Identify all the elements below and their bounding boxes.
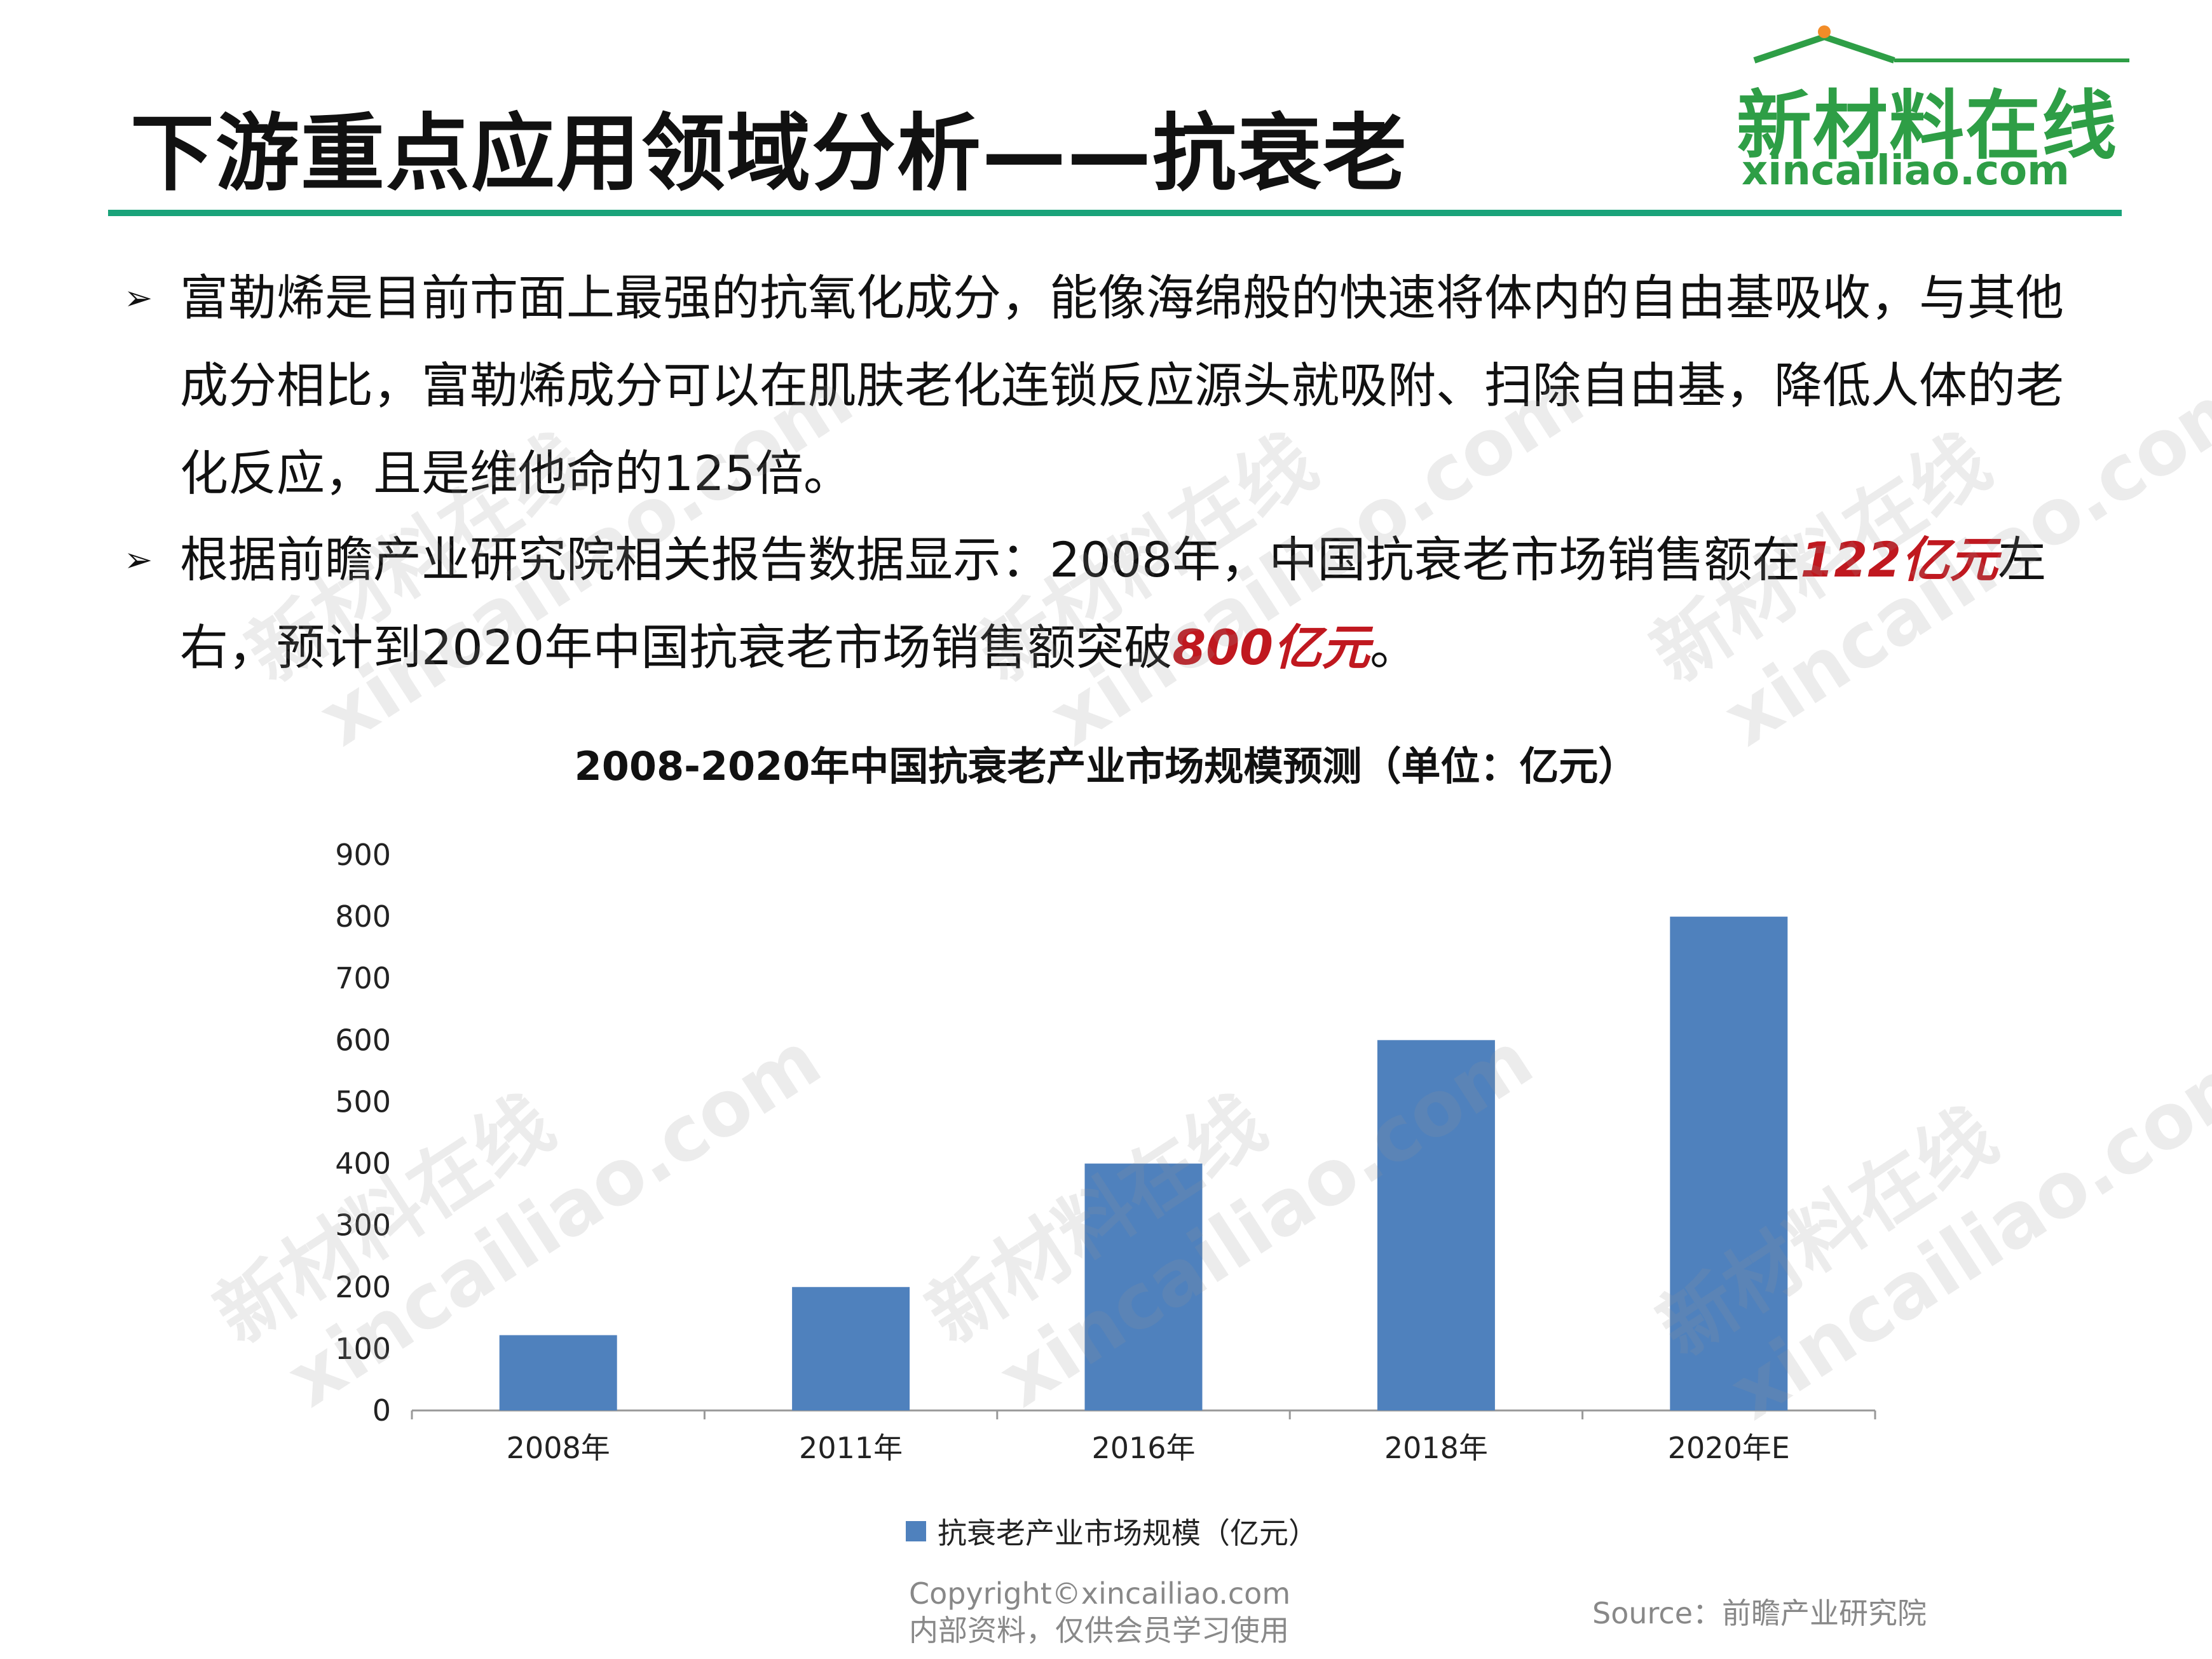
chart-legend: 抗衰老产业市场规模（亿元） bbox=[906, 1510, 1318, 1552]
chart-title: 2008-2020年中国抗衰老产业市场规模预测（单位：亿元） bbox=[574, 743, 1638, 789]
logo-text-en: xincailiao.com bbox=[1742, 147, 2070, 195]
y-tick-label: 800 bbox=[335, 899, 391, 934]
brand-logo: 新材料在线 xincailiao.com bbox=[1729, 25, 2136, 195]
copyright-line-1: Copyright©xincailiao.com bbox=[909, 1576, 1291, 1611]
title-divider bbox=[108, 210, 2122, 216]
page-title: 下游重点应用领域分析——抗衰老 bbox=[130, 105, 1408, 203]
bar bbox=[1377, 1040, 1495, 1410]
bullet-arrow-icon: ➢ bbox=[124, 278, 153, 318]
bar bbox=[1084, 1163, 1203, 1410]
y-tick-label: 700 bbox=[335, 961, 391, 995]
x-tick-label: 2020年E bbox=[1668, 1431, 1790, 1465]
bar bbox=[792, 1287, 910, 1410]
legend-swatch bbox=[906, 1521, 926, 1541]
source-note: Source：前瞻产业研究院 bbox=[1592, 1596, 1927, 1630]
y-tick-label: 900 bbox=[335, 838, 391, 872]
bullet-text: 根据前瞻产业研究院相关报告数据显示：2008年，中国抗衰老市场销售额在122亿元… bbox=[180, 516, 2082, 692]
y-tick-label: 0 bbox=[372, 1393, 391, 1428]
bar bbox=[499, 1335, 617, 1410]
legend-label: 抗衰老产业市场规模（亿元） bbox=[938, 1516, 1318, 1550]
y-tick-label: 400 bbox=[335, 1147, 391, 1181]
x-tick-label: 2016年 bbox=[1091, 1431, 1195, 1465]
highlight-value-2020: 800亿元 bbox=[1172, 619, 1370, 676]
logo-text-cn: 新材料在线 bbox=[1737, 82, 2119, 170]
bar bbox=[1670, 917, 1788, 1410]
bullet-arrow-icon: ➢ bbox=[124, 540, 153, 580]
x-tick-label: 2018年 bbox=[1384, 1431, 1488, 1465]
copyright-line-2: 内部资料，仅供会员学习使用 bbox=[909, 1613, 1289, 1648]
bullet-item-2: ➢ 根据前瞻产业研究院相关报告数据显示：2008年，中国抗衰老市场销售额在122… bbox=[124, 516, 2082, 692]
roof-icon bbox=[1753, 25, 2129, 64]
y-tick-label: 300 bbox=[335, 1208, 391, 1243]
x-tick-label: 2008年 bbox=[507, 1431, 610, 1465]
x-tick-label: 2011年 bbox=[799, 1431, 903, 1465]
bullet-item-1: ➢ 富勒烯是目前市面上最强的抗氧化成分，能像海绵般的快速将体内的自由基吸收，与其… bbox=[124, 254, 2082, 517]
bullet-text-mid: 左右，预计到2020年中国抗衰老市场销售额突破 bbox=[180, 531, 2047, 676]
y-tick-label: 100 bbox=[335, 1332, 391, 1366]
highlight-value-2008: 122亿元 bbox=[1800, 531, 1998, 588]
y-tick-label: 600 bbox=[335, 1023, 391, 1057]
y-tick-label: 200 bbox=[335, 1270, 391, 1304]
bullet-text-post: 。 bbox=[1370, 619, 1419, 676]
y-tick-label: 500 bbox=[335, 1084, 391, 1119]
bullet-text-pre: 根据前瞻产业研究院相关报告数据显示：2008年，中国抗衰老市场销售额在 bbox=[180, 531, 1801, 588]
copyright-notice: Copyright©xincailiao.com 内部资料，仅供会员学习使用 bbox=[909, 1575, 1290, 1649]
bullet-text: 富勒烯是目前市面上最强的抗氧化成分，能像海绵般的快速将体内的自由基吸收，与其他成… bbox=[180, 270, 2064, 502]
